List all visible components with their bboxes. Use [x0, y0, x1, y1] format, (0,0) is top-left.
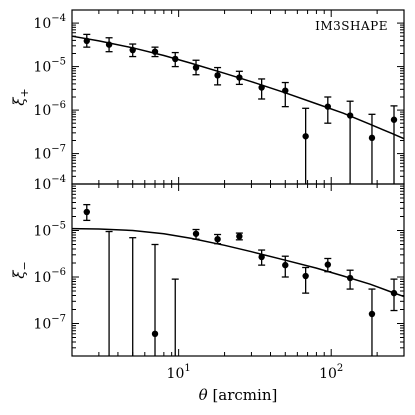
data-point — [368, 134, 376, 142]
data-point — [172, 55, 179, 63]
y-tick-label: 10−7 — [33, 144, 66, 163]
data-point — [282, 261, 289, 269]
data-point — [258, 253, 265, 261]
y-tick-label: 10−6 — [33, 100, 66, 119]
x-axis-label: θ [arcmin] — [199, 386, 278, 404]
y-tick-label: 10−4 — [33, 174, 66, 193]
y-tick-label: 10−5 — [33, 220, 66, 239]
plot-frame — [71, 9, 405, 185]
data-point — [390, 116, 398, 123]
data-point — [151, 48, 159, 55]
model-curve — [71, 35, 405, 140]
data-point — [258, 84, 265, 91]
data-point — [83, 37, 90, 45]
data-point — [192, 64, 200, 71]
data-point — [214, 72, 221, 79]
data-point — [214, 235, 221, 243]
data-point — [282, 87, 289, 94]
data-point — [324, 103, 332, 110]
data-point — [129, 46, 136, 54]
y-axis-label: ξ− — [10, 261, 31, 278]
x-tick-label: 102 — [319, 363, 343, 382]
panel-xi-plus: 10−7 10−6 10−5 10−4 ξ+ IM3SHAPE — [10, 9, 405, 185]
panel-xi-minus: 10−7 10−6 10−5 10−4 101 102 ξ− θ [arcmin] — [10, 174, 405, 404]
x-tick-label: 101 — [167, 363, 191, 382]
y-tick-label: 10−5 — [33, 57, 66, 76]
data-point — [236, 233, 243, 240]
data-point — [105, 41, 113, 48]
data-point — [236, 74, 243, 81]
data-point — [302, 272, 309, 280]
data-point — [346, 112, 354, 119]
data-point — [192, 230, 200, 237]
data-point — [302, 133, 309, 140]
y-tick-label: 10−6 — [33, 267, 66, 286]
panel-tag: IM3SHAPE — [315, 19, 388, 33]
data-point — [324, 261, 332, 268]
plot-frame — [71, 183, 405, 357]
model-curve — [71, 227, 405, 298]
data-point — [368, 310, 376, 318]
y-axis-label: ξ+ — [10, 88, 31, 105]
data-point — [390, 289, 398, 297]
y-tick-label: 10−7 — [33, 313, 66, 332]
data-point — [83, 208, 90, 216]
data-point — [151, 330, 159, 338]
y-tick-label: 10−4 — [33, 13, 66, 32]
data-point — [346, 274, 354, 282]
